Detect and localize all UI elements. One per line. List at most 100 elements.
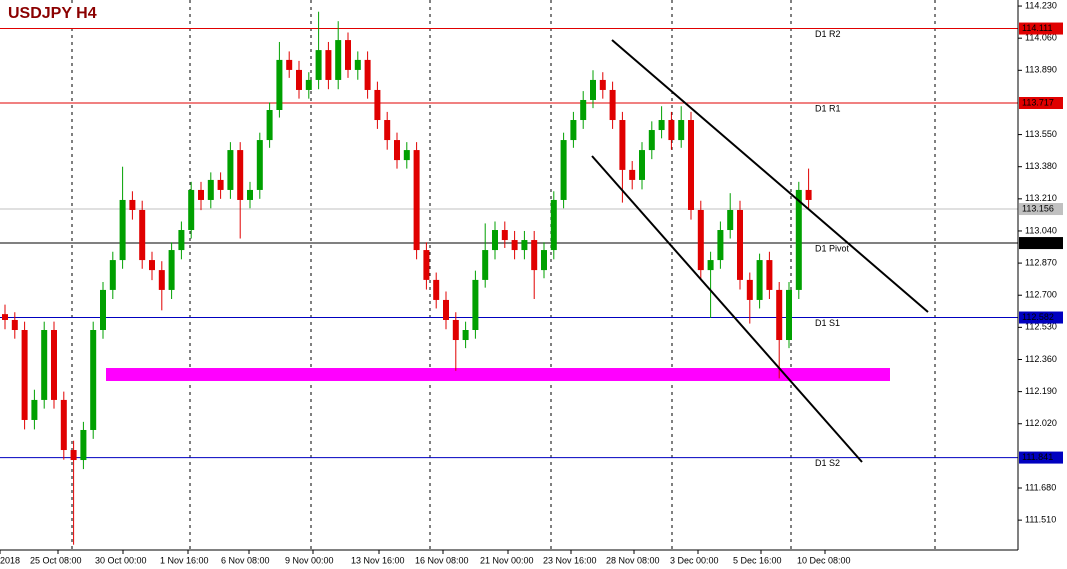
candle-body	[139, 209, 146, 261]
x-tick-label: 30 Oct 00:00	[95, 555, 147, 565]
candle-body	[599, 79, 606, 90]
candle-body	[423, 250, 430, 280]
price-tag-label: 111.841	[1022, 452, 1053, 462]
candle-body	[2, 314, 8, 320]
candle-body	[41, 330, 48, 400]
y-tick-label: 112.870	[1025, 257, 1057, 267]
x-tick-label: 5 Dec 16:00	[733, 555, 782, 565]
support-zone	[106, 368, 890, 381]
y-tick-label: 113.210	[1025, 193, 1057, 203]
candle-body	[31, 399, 38, 420]
candle-body	[570, 120, 577, 141]
candle-body	[60, 399, 67, 451]
candle-body	[590, 79, 596, 100]
x-tick-label: 6 Nov 08:00	[221, 555, 270, 565]
price-tag-label: 113.156	[1022, 203, 1054, 213]
candle-body	[482, 250, 489, 280]
x-tick-label: 21 Nov 00:00	[480, 555, 534, 565]
candle-body	[619, 120, 626, 170]
candle-body	[286, 59, 293, 70]
candle-body	[149, 260, 155, 271]
y-tick-label: 112.360	[1025, 354, 1057, 364]
candle-body	[746, 279, 753, 300]
candle-body	[384, 120, 391, 141]
candle-body	[629, 169, 636, 180]
candle-body	[374, 89, 381, 121]
candle-body	[51, 330, 57, 400]
candle-body	[296, 69, 302, 90]
title-box	[3, 3, 103, 25]
candle-body	[462, 330, 469, 341]
candle-body	[501, 230, 508, 241]
candle-body	[776, 289, 783, 341]
candle-body	[276, 59, 283, 110]
level-name: D1 R2	[815, 29, 841, 39]
candle-body	[511, 240, 518, 251]
candle-body	[541, 250, 547, 271]
candle-body	[668, 120, 675, 141]
candle-body	[756, 260, 763, 300]
candle-body	[639, 150, 645, 180]
x-tick-label: 16 Nov 08:00	[415, 555, 469, 565]
price-tag	[1019, 203, 1063, 216]
candle-body	[305, 79, 312, 90]
y-tick-label: 111.680	[1025, 482, 1056, 492]
x-tick-label: 1 Nov 16:00	[160, 555, 209, 565]
level-name: D1 Pivot	[815, 243, 850, 253]
candle-body	[727, 209, 734, 231]
chart-title: USDJPY H4	[8, 5, 97, 22]
candle-body	[80, 429, 87, 461]
candle-body	[697, 209, 704, 271]
candle-body	[237, 150, 244, 200]
candle-body	[521, 240, 528, 251]
price-tag	[1019, 97, 1063, 110]
candle-body	[90, 330, 97, 430]
y-tick-label: 114.060	[1025, 33, 1057, 43]
candle-body	[452, 319, 459, 341]
price-tag-label: 112.976	[1022, 237, 1054, 247]
candle-body	[560, 140, 567, 200]
x-tick-label: 23 Nov 16:00	[543, 555, 597, 565]
x-tick-label: 10 Dec 08:00	[797, 555, 851, 565]
candle-body	[609, 89, 616, 121]
candle-body	[580, 99, 587, 121]
candle-body	[737, 209, 743, 280]
candle-body	[394, 140, 400, 161]
candle-body	[688, 120, 694, 210]
candle-body	[550, 199, 557, 251]
price-tag	[1019, 451, 1063, 464]
candle-body	[178, 230, 185, 251]
candle-body	[247, 189, 253, 200]
candle-body	[21, 330, 28, 420]
trend-line	[591, 155, 863, 463]
candle-body	[188, 189, 195, 231]
candle-body	[766, 260, 773, 290]
x-tick-label: 28 Nov 08:00	[606, 555, 660, 565]
trend-line	[611, 39, 929, 313]
candle-body	[531, 240, 538, 271]
candle-body	[364, 59, 371, 90]
candle-body	[217, 179, 224, 190]
y-tick-label: 113.890	[1025, 65, 1057, 75]
candle-body	[207, 179, 214, 200]
candle-body	[315, 50, 322, 80]
y-tick-label: 114.230	[1025, 0, 1057, 10]
y-tick-label: 112.190	[1025, 386, 1057, 396]
candle-body	[158, 270, 165, 290]
y-tick-label: 113.040	[1025, 225, 1057, 235]
candle-body	[795, 189, 802, 290]
candle-body	[707, 260, 714, 271]
y-tick-label: 112.700	[1025, 290, 1057, 300]
candle-body	[70, 450, 77, 461]
candle-body	[119, 199, 126, 261]
candle-body	[678, 120, 685, 141]
candle-body	[168, 250, 175, 290]
x-tick-label: 13 Nov 16:00	[351, 555, 405, 565]
y-tick-label: 112.530	[1025, 322, 1057, 332]
candle-body	[443, 299, 449, 320]
x-tick-label: 25 Oct 08:00	[30, 555, 82, 565]
candle-body	[658, 120, 665, 131]
candle-body	[345, 40, 351, 70]
level-name: D1 S1	[815, 318, 840, 328]
